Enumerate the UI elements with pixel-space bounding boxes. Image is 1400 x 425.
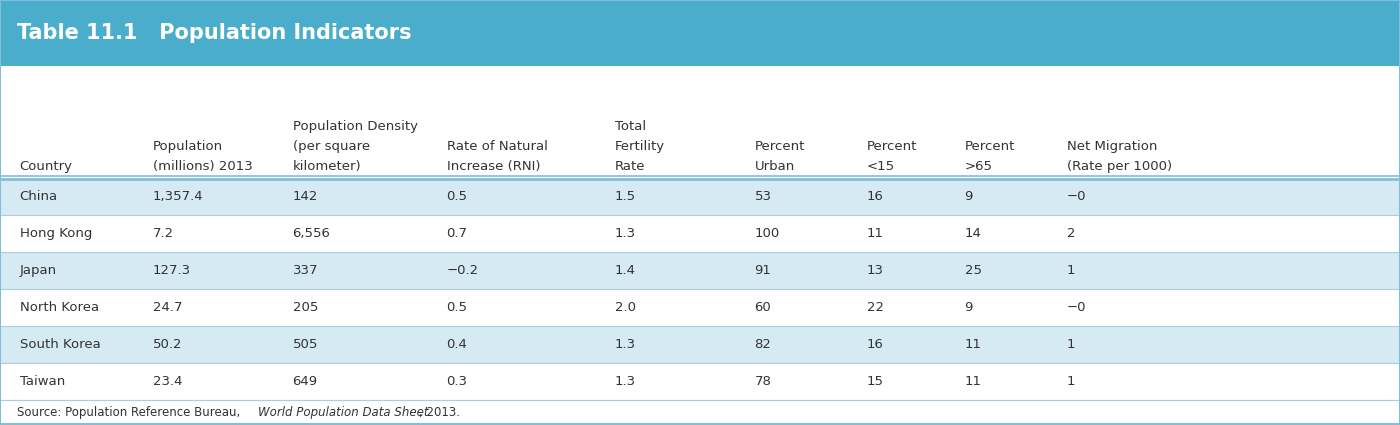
Text: Rate of Natural: Rate of Natural <box>447 140 547 153</box>
Text: North Korea: North Korea <box>20 301 99 314</box>
FancyBboxPatch shape <box>0 0 1400 66</box>
Text: 22: 22 <box>867 301 883 314</box>
FancyBboxPatch shape <box>0 363 1400 400</box>
FancyBboxPatch shape <box>0 326 1400 363</box>
Text: 1.3: 1.3 <box>615 375 636 388</box>
FancyBboxPatch shape <box>0 178 1400 215</box>
Text: 1: 1 <box>1067 375 1075 388</box>
Text: Source: Population Reference Bureau,: Source: Population Reference Bureau, <box>17 405 244 419</box>
Text: 60: 60 <box>755 301 771 314</box>
Text: 337: 337 <box>293 264 318 278</box>
Text: 100: 100 <box>755 227 780 241</box>
Text: 15: 15 <box>867 375 883 388</box>
Text: World Population Data Sheet: World Population Data Sheet <box>258 405 428 419</box>
Text: 25: 25 <box>965 264 981 278</box>
Text: 53: 53 <box>755 190 771 204</box>
Text: 1.3: 1.3 <box>615 227 636 241</box>
Text: 6,556: 6,556 <box>293 227 330 241</box>
Text: South Korea: South Korea <box>20 338 101 351</box>
Text: 11: 11 <box>965 338 981 351</box>
Text: −0: −0 <box>1067 190 1086 204</box>
Text: kilometer): kilometer) <box>293 160 361 173</box>
Text: Table 11.1   Population Indicators: Table 11.1 Population Indicators <box>17 23 412 43</box>
Text: 2.0: 2.0 <box>615 301 636 314</box>
Text: Net Migration: Net Migration <box>1067 140 1158 153</box>
Text: 14: 14 <box>965 227 981 241</box>
Text: 1.4: 1.4 <box>615 264 636 278</box>
Text: (millions) 2013: (millions) 2013 <box>153 160 252 173</box>
Text: <15: <15 <box>867 160 895 173</box>
Text: Hong Kong: Hong Kong <box>20 227 92 241</box>
FancyBboxPatch shape <box>0 215 1400 252</box>
FancyBboxPatch shape <box>0 66 1400 178</box>
Text: 1: 1 <box>1067 264 1075 278</box>
Text: Rate: Rate <box>615 160 645 173</box>
Text: 91: 91 <box>755 264 771 278</box>
Text: −0.2: −0.2 <box>447 264 479 278</box>
Text: 7.2: 7.2 <box>153 227 174 241</box>
Text: 9: 9 <box>965 190 973 204</box>
Text: >65: >65 <box>965 160 993 173</box>
Text: 9: 9 <box>965 301 973 314</box>
Text: 78: 78 <box>755 375 771 388</box>
Text: 24.7: 24.7 <box>153 301 182 314</box>
Text: Population Density: Population Density <box>293 119 417 133</box>
Text: Urban: Urban <box>755 160 795 173</box>
Text: Percent: Percent <box>965 140 1015 153</box>
Text: Percent: Percent <box>755 140 805 153</box>
Text: Taiwan: Taiwan <box>20 375 64 388</box>
FancyBboxPatch shape <box>0 289 1400 326</box>
FancyBboxPatch shape <box>0 400 1400 424</box>
Text: 13: 13 <box>867 264 883 278</box>
Text: 142: 142 <box>293 190 318 204</box>
Text: 205: 205 <box>293 301 318 314</box>
Text: (Rate per 1000): (Rate per 1000) <box>1067 160 1172 173</box>
Text: 127.3: 127.3 <box>153 264 190 278</box>
Text: 23.4: 23.4 <box>153 375 182 388</box>
Text: −0: −0 <box>1067 301 1086 314</box>
Text: Increase (RNI): Increase (RNI) <box>447 160 540 173</box>
Text: 1.5: 1.5 <box>615 190 636 204</box>
Text: Population: Population <box>153 140 223 153</box>
Text: Fertility: Fertility <box>615 140 665 153</box>
Text: 649: 649 <box>293 375 318 388</box>
Text: 82: 82 <box>755 338 771 351</box>
Text: Percent: Percent <box>867 140 917 153</box>
Text: 1,357.4: 1,357.4 <box>153 190 203 204</box>
Text: 11: 11 <box>867 227 883 241</box>
Text: (per square: (per square <box>293 140 370 153</box>
FancyBboxPatch shape <box>0 252 1400 289</box>
Text: 16: 16 <box>867 338 883 351</box>
Text: Japan: Japan <box>20 264 57 278</box>
Text: 2: 2 <box>1067 227 1075 241</box>
Text: China: China <box>20 190 57 204</box>
Text: 50.2: 50.2 <box>153 338 182 351</box>
Text: 16: 16 <box>867 190 883 204</box>
Text: 0.4: 0.4 <box>447 338 468 351</box>
Text: Total: Total <box>615 119 645 133</box>
Text: 1: 1 <box>1067 338 1075 351</box>
Text: 0.3: 0.3 <box>447 375 468 388</box>
Text: 1.3: 1.3 <box>615 338 636 351</box>
Text: 0.5: 0.5 <box>447 190 468 204</box>
Text: 505: 505 <box>293 338 318 351</box>
Text: 11: 11 <box>965 375 981 388</box>
Text: 0.5: 0.5 <box>447 301 468 314</box>
Text: 0.7: 0.7 <box>447 227 468 241</box>
Text: Country: Country <box>20 160 73 173</box>
Text: , 2013.: , 2013. <box>420 405 461 419</box>
